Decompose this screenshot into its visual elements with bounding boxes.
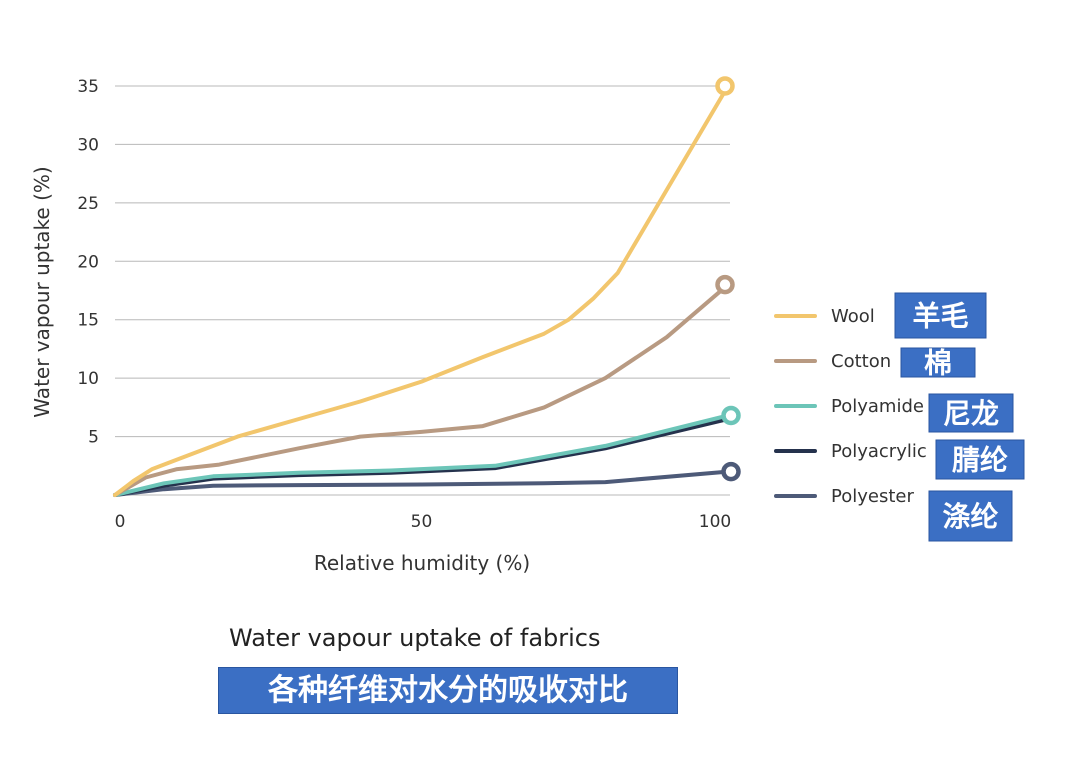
legend-cn-tag — [935, 439, 1025, 480]
legend-cn-label: 尼龙 — [943, 397, 999, 430]
y-tick-label: 20 — [77, 252, 99, 272]
legend-item-polyester: Polyester 涤纶 — [774, 486, 1013, 542]
series-line-polyacrylic — [113, 417, 730, 497]
legend-cn-tag — [900, 347, 976, 378]
chart-subtitle-cn: 各种纤维对水分的吸收对比 — [218, 667, 678, 714]
series-lines — [113, 76, 741, 497]
end-marker-cotton — [715, 274, 735, 295]
legend-label: Wool — [831, 306, 875, 327]
legend-cn-label: 腈纶 — [952, 444, 1008, 477]
chart-title: Water vapour uptake of fabrics — [229, 624, 601, 652]
series-line-wool — [113, 84, 730, 497]
legend-item-polyamide: Polyamide 尼龙 — [774, 393, 1014, 433]
legend-item-cotton: Cotton 棉 — [774, 347, 976, 380]
y-tick-label: 35 — [77, 77, 99, 97]
grid-lines — [115, 85, 730, 438]
legend-cn-label: 羊毛 — [912, 300, 968, 333]
legend-cn-label: 棉 — [924, 347, 952, 380]
legend-cn-tag — [928, 490, 1013, 542]
x-tick-label: 50 — [411, 512, 433, 532]
legend-cn-tag — [894, 292, 987, 339]
legend-label: Polyester — [831, 486, 914, 507]
series-line-polyamide — [113, 413, 730, 497]
x-tick-label: 100 — [699, 512, 731, 532]
y-tick-label: 30 — [77, 135, 99, 155]
legend-label: Cotton — [831, 351, 891, 372]
end-marker-polyester — [721, 461, 741, 482]
y-tick-label: 25 — [77, 194, 99, 214]
axes: 5 10 15 20 25 30 35 0 50 100 — [77, 77, 731, 532]
series-line-cotton — [113, 282, 730, 497]
legend-label: Polyacrylic — [831, 441, 927, 462]
y-tick-label: 10 — [77, 369, 99, 389]
legend-label: Polyamide — [831, 396, 924, 417]
legend-item-wool: Wool 羊毛 — [774, 292, 987, 339]
legend-cn-label: 涤纶 — [942, 500, 998, 533]
y-tick-label: 5 — [88, 428, 99, 448]
end-marker-wool — [715, 76, 735, 96]
x-axis-title: Relative humidity (%) — [314, 551, 530, 575]
legend-item-polyacrylic: Polyacrylic 腈纶 — [774, 439, 1025, 480]
end-marker-polyamide — [721, 405, 741, 426]
y-tick-label: 15 — [77, 311, 99, 331]
series-line-polyester — [113, 469, 730, 497]
x-tick-label: 0 — [115, 512, 126, 532]
y-axis-title: Water vapour uptake (%) — [30, 166, 54, 417]
legend-cn-tag — [928, 393, 1014, 433]
